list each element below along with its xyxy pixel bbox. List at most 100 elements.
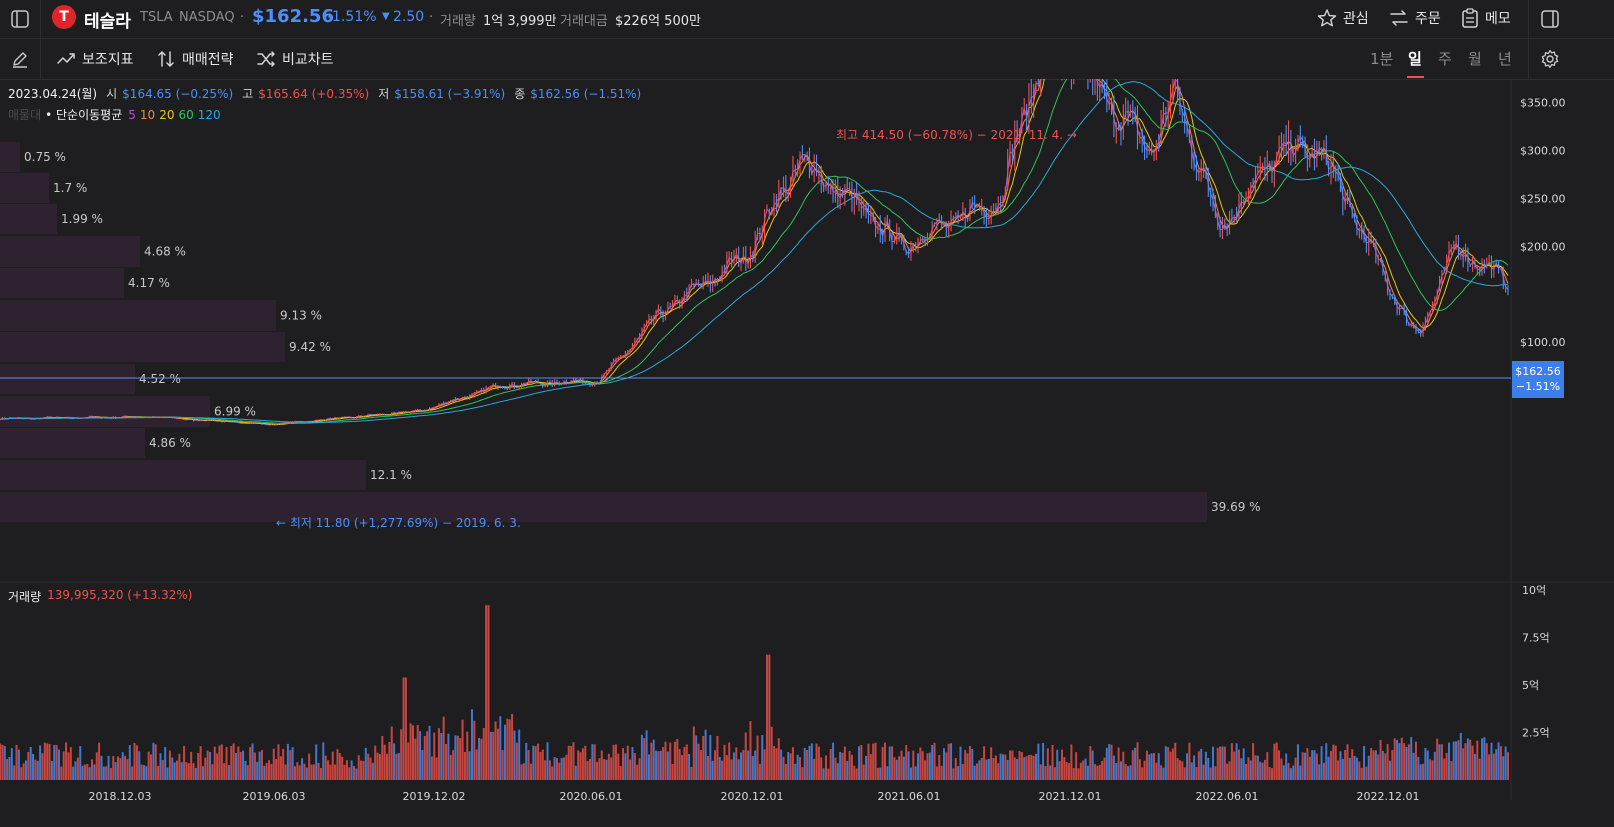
volume-bar — [1370, 748, 1373, 780]
volume-bar — [319, 768, 322, 780]
volume-bar — [475, 749, 478, 780]
volume-bar — [1351, 749, 1354, 780]
volume-bar — [1124, 764, 1127, 780]
indicator-button[interactable]: 보조지표 — [56, 47, 134, 71]
volume-bar — [178, 753, 181, 780]
volume-bar — [1190, 762, 1193, 780]
watch-button[interactable]: 관심 — [1317, 6, 1369, 30]
volume-bar — [1457, 740, 1460, 780]
volume-bar — [1433, 751, 1436, 780]
volume-bar — [1490, 742, 1493, 780]
volume-bar — [199, 746, 202, 780]
volume-bar — [1459, 732, 1462, 780]
volume-bar — [381, 736, 384, 780]
volume-bar — [1221, 746, 1224, 780]
volume-profile-label: 39.69 % — [1211, 500, 1261, 514]
volume-bar — [683, 746, 686, 780]
volume-bar — [912, 750, 915, 780]
volume-bar — [249, 747, 252, 780]
volume-bar — [1330, 751, 1333, 780]
volume-bar — [898, 756, 901, 780]
volume-bar — [1058, 761, 1061, 780]
volume-bar — [492, 731, 495, 780]
volume-bar — [645, 730, 648, 780]
volume-bar — [553, 757, 556, 780]
order-button[interactable]: 주문 — [1389, 6, 1441, 30]
volume-bar — [194, 768, 197, 780]
price-chart[interactable]: 0.75 % 1.7 % 1.99 % 4.68 % 4.17 % 9.13 % 9.42 … — [0, 79, 1614, 827]
ma-legend[interactable]: 매물대 • 단순이동평균 5 10 20 60 120 — [8, 106, 221, 123]
strategy-button[interactable]: 매매전략 — [156, 47, 234, 71]
volume-bar — [560, 757, 563, 780]
pencil-icon[interactable] — [8, 47, 32, 71]
volume-bar — [1448, 742, 1451, 780]
volume-bar — [1322, 762, 1325, 780]
volume-bar — [1396, 739, 1399, 780]
volume-bar — [310, 764, 313, 780]
memo-button[interactable]: 메모 — [1461, 6, 1511, 30]
period-month[interactable]: 월 — [1468, 50, 1482, 68]
volume-bar — [832, 742, 835, 780]
volume-bar — [1386, 744, 1389, 780]
volume-bar — [664, 741, 667, 780]
volume-bar — [1219, 746, 1222, 780]
volume-bar — [860, 744, 863, 780]
period-year[interactable]: 년 — [1498, 50, 1512, 68]
price-axis-label: $300.00 — [1520, 144, 1566, 157]
volume-bar — [164, 746, 167, 780]
panel-toggle-icon[interactable] — [1538, 7, 1562, 31]
volume-bar — [43, 742, 46, 780]
volume-bar — [652, 739, 655, 780]
volume-bar — [190, 751, 193, 780]
volume-bar — [20, 767, 23, 780]
volume-bar — [1473, 753, 1476, 780]
volume-bar — [1112, 755, 1115, 780]
volume-bar — [147, 751, 150, 780]
volume-bar — [1245, 763, 1248, 780]
volume-bar — [1400, 737, 1403, 780]
volume-bar — [327, 760, 330, 780]
volume-bar — [1466, 738, 1469, 780]
date-axis-label: 2019.06.03 — [243, 790, 306, 803]
volume-bar — [1379, 739, 1382, 780]
compare-button[interactable]: 비교차트 — [256, 47, 334, 71]
volume-bar — [419, 731, 422, 780]
volume-bar — [362, 760, 365, 780]
volume-bar — [440, 733, 443, 780]
volume-bar — [600, 750, 603, 780]
volume-bar — [284, 764, 287, 780]
volume-bar — [1412, 752, 1415, 780]
volume-profile-toggle[interactable]: 매물대 — [8, 108, 42, 122]
volume-bar — [296, 762, 299, 780]
volume-bar — [135, 745, 138, 780]
period-1min[interactable]: 1분 — [1370, 50, 1394, 68]
volume-bar — [1240, 758, 1243, 780]
volume-panel-label: 거래량 — [8, 590, 42, 604]
volume-bar — [487, 605, 490, 780]
volume-profile-label: 4.52 % — [139, 372, 181, 386]
volume-bar — [1164, 746, 1167, 780]
volume-bar — [881, 746, 884, 780]
volume-bar — [666, 751, 669, 780]
volume-bar — [763, 749, 766, 780]
volume-bar — [964, 750, 967, 780]
volume-bar — [166, 767, 169, 780]
volume-bar — [1053, 767, 1056, 780]
volume-bar — [220, 744, 223, 780]
volume-bar — [876, 767, 879, 780]
volume-bar — [886, 766, 889, 780]
sidebar-toggle-icon[interactable] — [8, 7, 32, 31]
volume-bar — [688, 754, 691, 780]
volume-bar — [961, 764, 964, 780]
open-value: $164.65 (−0.25%) — [122, 86, 234, 101]
volume-bar — [86, 764, 89, 780]
volume-bar — [41, 753, 44, 780]
gear-icon[interactable] — [1538, 47, 1562, 71]
date-axis-label: 2020.12.01 — [721, 790, 784, 803]
volume-axis-label: 10억 — [1522, 584, 1546, 597]
period-week[interactable]: 주 — [1438, 50, 1452, 68]
volume-bar — [1242, 748, 1245, 780]
volume-bar — [799, 757, 802, 780]
volume-bar — [1259, 761, 1262, 780]
period-day[interactable]: 일 — [1408, 50, 1422, 68]
